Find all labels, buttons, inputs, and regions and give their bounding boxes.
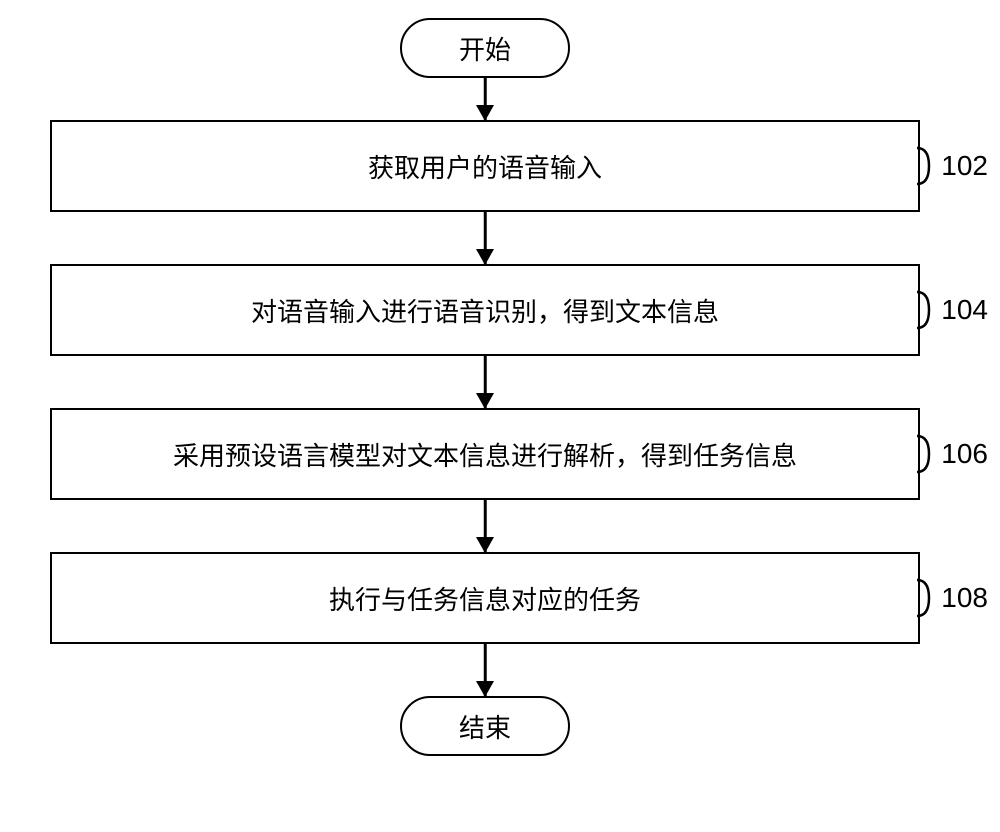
start-terminal: 开始: [400, 18, 570, 78]
arrow-3: [50, 356, 920, 408]
step2-label: 104: [941, 294, 988, 326]
arrow-1: [50, 78, 920, 120]
step1-text: 获取用户的语音输入: [368, 148, 602, 185]
step1-label-group: 102: [915, 146, 988, 186]
step3-text: 采用预设语言模型对文本信息进行解析，得到任务信息: [173, 436, 797, 473]
step2-text: 对语音输入进行语音识别，得到文本信息: [251, 292, 719, 329]
process-step-3: 采用预设语言模型对文本信息进行解析，得到任务信息 106: [50, 408, 920, 500]
flowchart-column: 开始 获取用户的语音输入 102 对语音输入进行语音识别，得到文本信息: [50, 18, 920, 756]
start-text: 开始: [459, 30, 511, 67]
label-curve-icon: [915, 434, 937, 474]
label-curve-icon: [915, 290, 937, 330]
step3-label-group: 106: [915, 434, 988, 474]
step2-label-group: 104: [915, 290, 988, 330]
end-text: 结束: [459, 708, 511, 745]
arrow-4: [50, 500, 920, 552]
process-step-1: 获取用户的语音输入 102: [50, 120, 920, 212]
step1-label: 102: [941, 150, 988, 182]
step4-text: 执行与任务信息对应的任务: [329, 580, 641, 617]
arrow-5: [50, 644, 920, 696]
step4-label: 108: [941, 582, 988, 614]
process-step-2: 对语音输入进行语音识别，得到文本信息 104: [50, 264, 920, 356]
label-curve-icon: [915, 578, 937, 618]
step3-label: 106: [941, 438, 988, 470]
end-terminal: 结束: [400, 696, 570, 756]
arrow-2: [50, 212, 920, 264]
process-step-4: 执行与任务信息对应的任务 108: [50, 552, 920, 644]
label-curve-icon: [915, 146, 937, 186]
flowchart-container: 开始 获取用户的语音输入 102 对语音输入进行语音识别，得到文本信息: [50, 18, 950, 756]
step4-label-group: 108: [915, 578, 988, 618]
